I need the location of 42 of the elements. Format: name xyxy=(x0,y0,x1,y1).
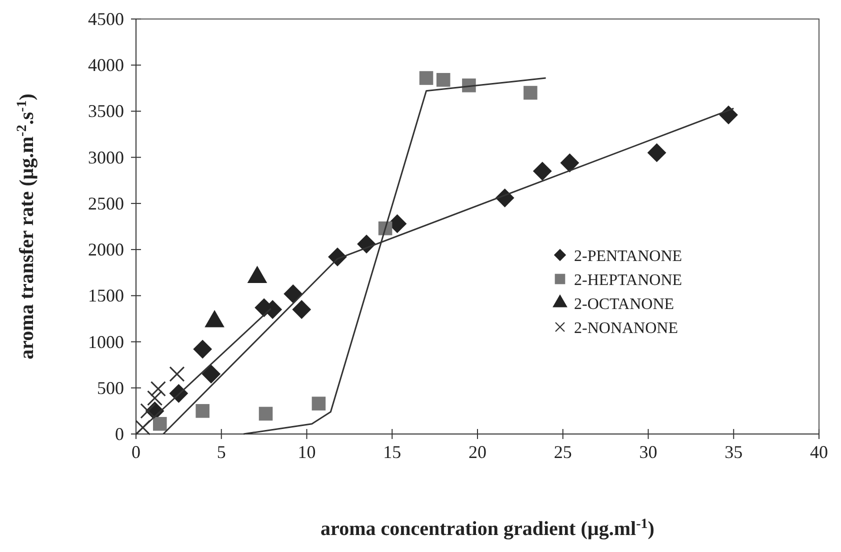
y-tick-label: 1500 xyxy=(88,286,124,306)
point xyxy=(150,381,166,397)
point xyxy=(202,364,221,384)
y-tick-label: 4000 xyxy=(88,55,124,76)
point xyxy=(312,396,326,410)
y-tick-label: 3500 xyxy=(88,101,124,122)
point xyxy=(258,406,273,421)
y-tick-label: 1000 xyxy=(88,332,124,352)
x-tick-label: 20 xyxy=(468,442,486,462)
y-tick-label: 0 xyxy=(115,424,124,444)
point xyxy=(647,143,666,162)
point xyxy=(284,284,303,304)
x-axis-title: aroma concentration gradient (µg.ml$^{-1}$) xyxy=(320,516,654,540)
y-tick-label: 3000 xyxy=(88,147,124,168)
y-tick-label: 500 xyxy=(97,378,124,398)
x-tick-label: 10 xyxy=(298,442,316,462)
legend-label: 2-NONANONE xyxy=(574,320,678,337)
x-tick-label: 25 xyxy=(554,442,572,462)
x-tick-label: 15 xyxy=(383,442,402,462)
point xyxy=(196,404,210,418)
x-tick-label: 40 xyxy=(810,442,828,462)
y-tick-label: 2500 xyxy=(88,193,124,214)
legend-label: 2-HEPTANONE xyxy=(574,272,682,289)
legend-label: 2-PENTANONE xyxy=(574,248,682,265)
point xyxy=(419,71,434,85)
point xyxy=(524,86,538,100)
point xyxy=(436,72,450,87)
x-tick-label: 5 xyxy=(216,442,226,462)
x-tick-label: 0 xyxy=(132,442,140,462)
point xyxy=(169,366,185,382)
y-tick-label: 2000 xyxy=(88,240,124,260)
point xyxy=(135,420,151,436)
point xyxy=(193,340,212,359)
point xyxy=(153,416,167,431)
point xyxy=(147,390,163,406)
x-tick-label: 30 xyxy=(639,442,658,462)
y-tick-label: 4500 xyxy=(88,9,124,29)
x-tick-label: 35 xyxy=(724,442,743,462)
point xyxy=(532,162,552,181)
point xyxy=(560,153,580,172)
point xyxy=(292,300,312,319)
legend-label: 2-OCTANONE xyxy=(574,296,674,313)
